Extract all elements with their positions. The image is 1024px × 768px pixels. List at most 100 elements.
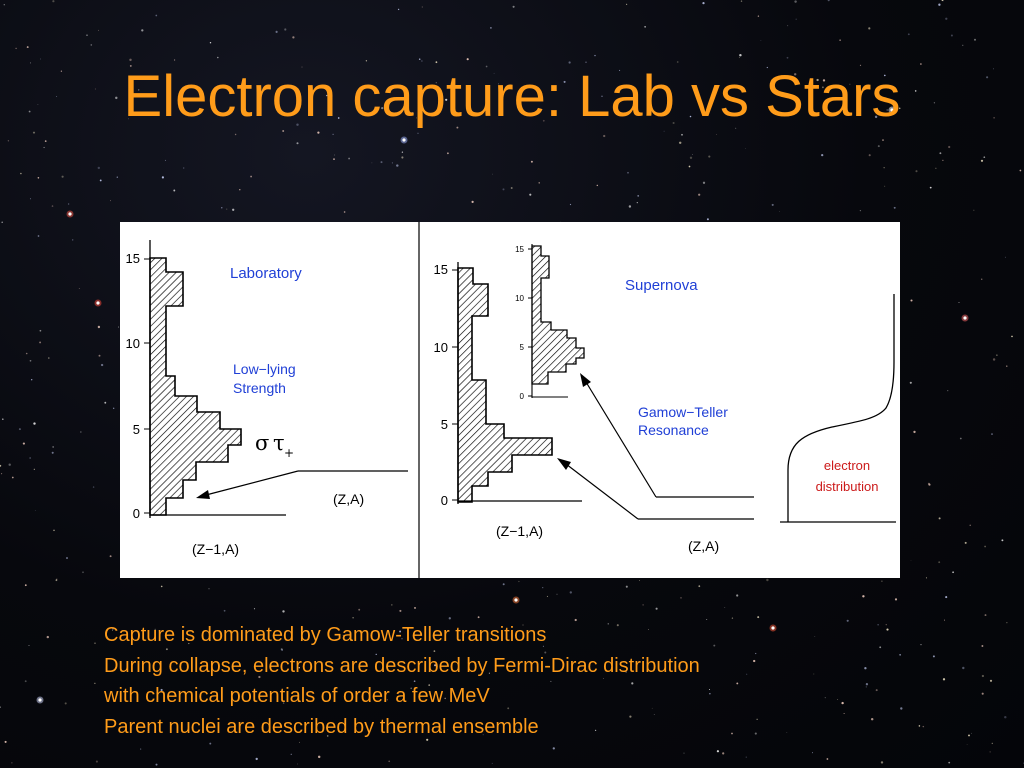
star-dot (986, 76, 989, 79)
star-dot (421, 60, 423, 62)
star-dot (601, 95, 603, 97)
bullet-item: During collapse, electrons are described… (104, 654, 700, 677)
star-dot (1006, 622, 1008, 624)
star-dot (538, 182, 540, 184)
star-dot (31, 379, 33, 381)
star-dot (67, 203, 70, 205)
sn-inset-tick-label-10: 10 (515, 294, 524, 303)
star-dot (401, 156, 404, 159)
star-dot (898, 107, 901, 110)
star-dot (942, 678, 946, 681)
star-dot (692, 153, 693, 155)
lab-sigma-symbol: σ (255, 431, 269, 455)
star-dot (48, 357, 50, 359)
star-dot (959, 437, 962, 440)
star-dot (317, 755, 321, 759)
star-dot (94, 88, 96, 90)
sn-tick-label-0: 0 (441, 493, 448, 508)
star-dot (814, 636, 816, 637)
star-dot (993, 116, 995, 119)
star-dot (731, 617, 734, 619)
supernova-panel: 15 10 5 0 15 10 5 0 Su (434, 244, 754, 554)
star-dot (786, 732, 788, 733)
star-dot (44, 140, 47, 142)
star-dot (755, 652, 757, 655)
star-dot (786, 56, 789, 59)
star-dot (771, 203, 774, 206)
star-dot (594, 54, 596, 57)
star-dot (292, 36, 295, 39)
star-dot (920, 643, 922, 646)
star-dot (391, 162, 393, 164)
star-dot (342, 634, 344, 636)
star-dot (1, 473, 3, 475)
star-dot (875, 689, 878, 692)
star-dot (816, 78, 819, 82)
star-dot (141, 29, 144, 32)
star-dot (1019, 169, 1022, 172)
star-dot (37, 103, 39, 105)
sn-gt-arrow-upper (585, 381, 657, 498)
star-dot (115, 96, 118, 100)
star-dot (92, 486, 95, 488)
star-dot (624, 670, 626, 672)
star-dot (173, 189, 176, 192)
star-dot (913, 430, 916, 434)
star-dot (428, 684, 431, 686)
star-dot (467, 661, 470, 664)
star-dot (29, 457, 31, 459)
star-dot (874, 115, 878, 119)
star-dot (1004, 715, 1007, 719)
star-dot (745, 756, 747, 758)
star-dot (333, 158, 335, 160)
star-dot (880, 761, 884, 764)
star-dot (98, 29, 100, 31)
star-dot (542, 587, 544, 589)
star-dot (37, 235, 40, 237)
star-dot (821, 86, 824, 89)
lab-daughter-label: (Z−1,A) (192, 541, 239, 557)
star-dot (625, 3, 628, 6)
star-dot (702, 112, 705, 115)
star-dot (698, 585, 701, 588)
star-dot (280, 648, 283, 651)
star-dot (61, 175, 64, 178)
star-dot (258, 675, 261, 679)
star-dot (865, 686, 867, 688)
star-dot (8, 463, 11, 466)
star-dot (757, 616, 760, 619)
star-dot (910, 299, 913, 302)
star-dot (110, 200, 111, 202)
star-dot (984, 614, 987, 617)
star-dot (0, 464, 2, 467)
bullet-item: with chemical potentials of order a few … (104, 685, 490, 707)
star-dot (882, 139, 884, 142)
star-dot (713, 644, 716, 647)
star-dot (1004, 256, 1006, 258)
star-dot (757, 15, 760, 17)
star-dot (477, 616, 480, 619)
star-dot (518, 728, 521, 731)
star-dot (647, 628, 649, 630)
star-dot (399, 609, 402, 612)
star-dot (161, 176, 164, 179)
sn-gt-arrow-lower (565, 463, 639, 520)
star-dot (530, 160, 533, 163)
star-dot (491, 762, 493, 764)
star-dot (989, 679, 993, 682)
star-dot (651, 707, 653, 709)
star-dot (290, 753, 292, 755)
star-dot (18, 428, 21, 431)
star-dot (522, 624, 524, 626)
star-dot (862, 595, 865, 598)
sn-inset-tick-label-15: 15 (515, 245, 524, 254)
electron-capture-diagram: 15 10 5 0 Laboratory Low−lying Strength … (120, 222, 900, 578)
star-dot (502, 583, 505, 586)
star-dot (708, 155, 711, 158)
star-dot (11, 762, 13, 764)
star-dot (822, 79, 826, 82)
star-dot (502, 188, 505, 191)
star-dot (90, 44, 93, 46)
star-dot (118, 326, 119, 328)
star-dot (569, 591, 572, 594)
